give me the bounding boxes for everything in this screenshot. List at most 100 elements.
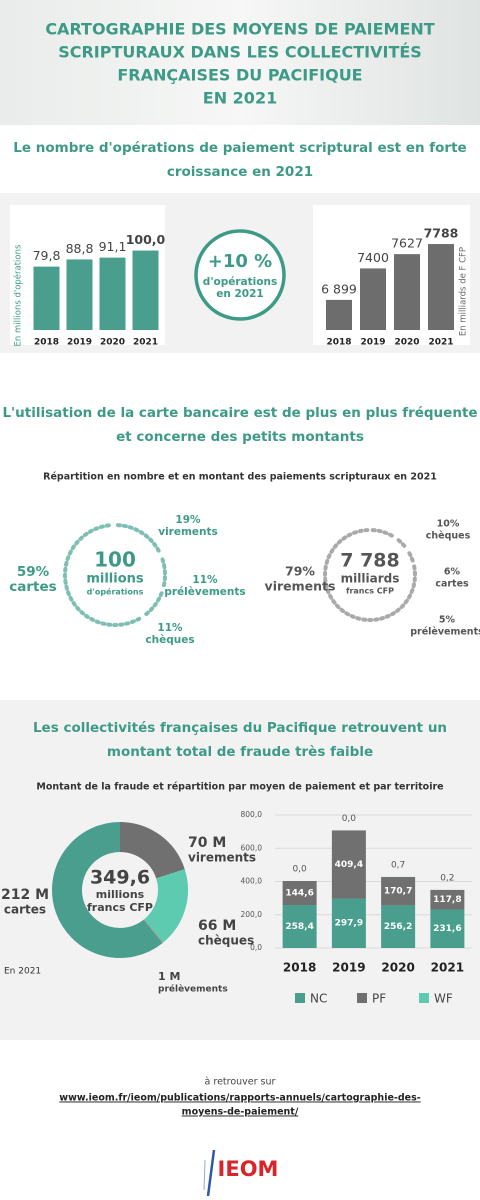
segment-value-label: 258,4 xyxy=(285,922,313,932)
segment-value-label: 59% xyxy=(17,564,50,580)
x-tick-label: 2018 xyxy=(326,338,351,348)
legend-swatch xyxy=(357,993,367,1003)
growth-text: d'opérations xyxy=(203,276,277,288)
bar-value-label: 7627 xyxy=(391,236,423,251)
donut-center-text: 100 xyxy=(94,548,136,572)
bar-segment xyxy=(430,909,465,948)
logo-stroke xyxy=(203,1159,206,1191)
bar-segment xyxy=(381,905,416,948)
segment-value-label: 0,0 xyxy=(292,865,307,875)
section-heading: Le nombre d'opérations de paiement scrip… xyxy=(13,140,466,156)
legend-swatch xyxy=(419,993,429,1003)
donut-segment xyxy=(143,869,188,943)
section-heading: montant total de fraude très faible xyxy=(107,744,373,760)
legend-label: NC xyxy=(310,992,327,1006)
x-tick-label: 2019 xyxy=(332,961,365,975)
segment-value-label: 79% xyxy=(285,564,315,579)
bar-segment xyxy=(282,905,317,948)
bar-segment xyxy=(430,889,465,910)
donut-center-text: 7 788 xyxy=(340,550,400,572)
segment-value-label: 212 M xyxy=(1,887,49,903)
segment-name: chèques xyxy=(198,934,254,948)
segment-value-label: 6% xyxy=(444,567,461,578)
bar-value-label: 88,8 xyxy=(66,241,94,256)
bar xyxy=(360,268,386,330)
bar-value-label: 100,0 xyxy=(126,232,166,247)
donut-segment xyxy=(63,523,142,627)
bar xyxy=(428,244,454,330)
bar-segment xyxy=(331,830,366,899)
segment-name: chèques xyxy=(145,634,194,646)
bar xyxy=(326,299,352,330)
donut-center-text: millions xyxy=(86,572,144,587)
segment-name: cartes xyxy=(9,579,56,595)
bar-value-label: 6 899 xyxy=(321,281,357,296)
x-tick-label: 2021 xyxy=(133,338,158,348)
x-tick-label: 2018 xyxy=(283,961,316,975)
axis-label: En millions d'opérations xyxy=(13,244,24,346)
growth-text: en 2021 xyxy=(216,288,263,300)
title-line: SCRIPTURAUX DANS LES COLLECTIVITÉS xyxy=(58,43,422,62)
y-tick-label: 200,0 xyxy=(241,910,263,919)
title-line: CARTOGRAPHIE DES MOYENS DE PAIEMENT xyxy=(45,20,434,39)
donut-segment xyxy=(142,591,164,618)
legend-label: PF xyxy=(372,992,386,1006)
bar-value-label: 79,8 xyxy=(33,248,61,263)
x-tick-label: 2020 xyxy=(100,338,125,348)
donut-segment xyxy=(323,528,417,622)
donut-segment xyxy=(52,822,163,958)
segment-value-label: 170,7 xyxy=(384,887,412,897)
segment-name: prélèvements xyxy=(164,586,245,598)
segment-value-label: 256,2 xyxy=(384,922,412,932)
donut-center-text: d'opérations xyxy=(87,587,144,597)
section-subtitle: Répartition en nombre et en montant des … xyxy=(43,472,437,483)
donut-segment xyxy=(407,551,415,564)
segment-value-label: 11% xyxy=(157,622,183,634)
section-heading: Les collectivités françaises du Pacifiqu… xyxy=(33,720,447,736)
x-tick-label: 2021 xyxy=(431,961,464,975)
legend-label: WF xyxy=(434,992,453,1006)
segment-value-label: 19% xyxy=(175,514,201,526)
donut-center-text: francs CFP xyxy=(87,901,153,914)
segment-value-label: 0,0 xyxy=(342,814,357,824)
growth-value: +10 % xyxy=(208,251,272,272)
title-line: FRANÇAISES DU PACIFIQUE xyxy=(117,66,362,85)
donut-segment xyxy=(119,822,185,880)
header-background xyxy=(0,0,480,125)
segment-name: chèques xyxy=(426,531,471,542)
donut-center-text: 349,6 xyxy=(90,867,150,889)
donut-segment xyxy=(115,523,163,556)
donut-center-text: milliards xyxy=(341,572,400,586)
donut-segment xyxy=(370,528,397,540)
bar xyxy=(33,266,60,330)
footer-link[interactable]: www.ieom.fr/ieom/publications/rapports-a… xyxy=(59,1093,420,1104)
content: CARTOGRAPHIE DES MOYENS DE PAIEMENT SCRIP… xyxy=(1,20,480,1197)
bar xyxy=(66,259,93,330)
segment-value-label: 66 M xyxy=(198,918,236,934)
segment-value-label: 11% xyxy=(192,574,218,586)
bar-segment xyxy=(331,898,366,948)
segment-name: prélèvements xyxy=(158,984,228,995)
bar-value-label: 7788 xyxy=(424,226,459,241)
x-tick-label: 2020 xyxy=(394,338,419,348)
section-heading: et concerne des petits montants xyxy=(116,429,364,445)
donut-center-text: francs CFP xyxy=(346,587,394,596)
section-subtitle: Montant de la fraude et répartition par … xyxy=(36,782,443,793)
segment-name: cartes xyxy=(435,579,469,590)
title-line: EN 2021 xyxy=(203,89,277,108)
logo: IEOM xyxy=(218,1157,279,1181)
y-tick-label: 800,0 xyxy=(241,810,263,819)
footer-link[interactable]: moyens-de-paiement/ xyxy=(182,1107,299,1118)
segment-value-label: 144,6 xyxy=(285,889,313,899)
donut-segment xyxy=(160,557,167,590)
segment-value-label: 10% xyxy=(437,519,460,530)
segment-name: virements xyxy=(265,579,336,594)
bar xyxy=(132,250,159,330)
segment-value-label: 231,6 xyxy=(433,924,461,934)
x-tick-label: 2019 xyxy=(67,338,92,348)
bar-value-label: 91,1 xyxy=(99,239,127,254)
legend-swatch xyxy=(295,993,305,1003)
y-tick-label: 400,0 xyxy=(241,877,263,886)
segment-value-label: 5% xyxy=(439,615,456,626)
